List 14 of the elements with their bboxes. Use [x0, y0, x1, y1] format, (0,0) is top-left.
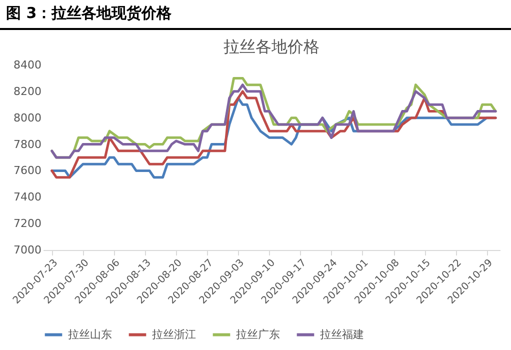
y-tick-label: 7400 [14, 190, 42, 204]
legend-label: 拉丝山东 [68, 328, 112, 341]
y-tick-label: 8000 [14, 111, 42, 124]
y-tick-label: 7200 [14, 217, 42, 230]
y-tick-label: 8400 [14, 58, 42, 72]
legend-label: 拉丝浙江 [152, 328, 196, 341]
y-tick-label: 7600 [14, 164, 42, 178]
y-tick-label: 7000 [14, 244, 42, 256]
y-tick-label: 8200 [14, 84, 42, 98]
chart-subtitle: 拉丝各地价格 [224, 37, 320, 56]
legend-label: 拉丝福建 [320, 328, 364, 341]
legend-label: 拉丝广东 [236, 328, 280, 341]
chart-title: 图 3：拉丝各地现货价格 [0, 0, 511, 30]
y-tick-label: 7800 [14, 138, 42, 151]
